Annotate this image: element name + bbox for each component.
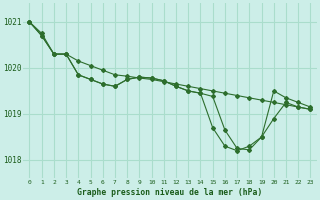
X-axis label: Graphe pression niveau de la mer (hPa): Graphe pression niveau de la mer (hPa) — [77, 188, 263, 197]
